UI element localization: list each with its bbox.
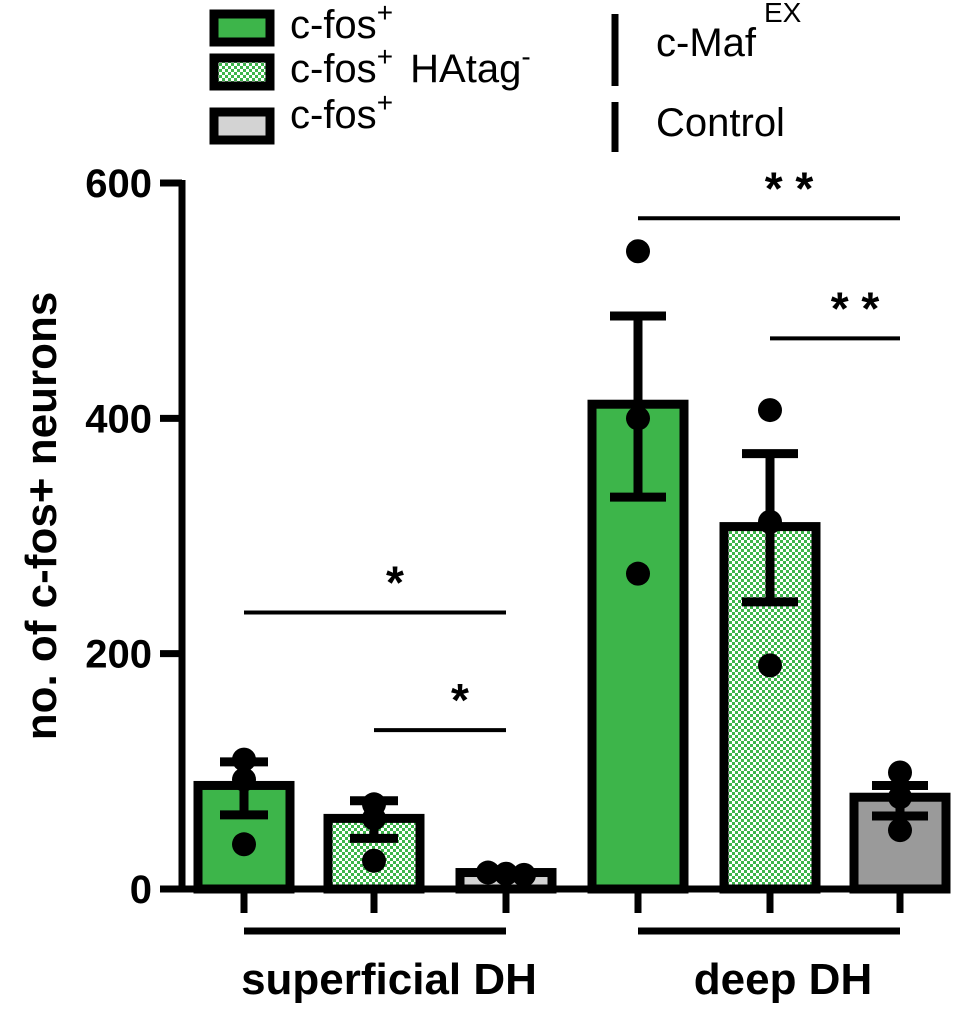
legend-entry: c-fos+ HAtag-	[209, 41, 531, 91]
legend-swatch	[209, 53, 275, 91]
data-point	[888, 785, 912, 810]
group-labels: superficial DH deep DH	[241, 927, 900, 1004]
significance-label: * *	[831, 282, 880, 334]
data-point	[626, 406, 650, 431]
y-tick-label: 200	[85, 633, 152, 677]
legend-group-label: Control	[656, 101, 785, 145]
y-tick-label: 0	[130, 868, 152, 912]
legend-label-sup: +	[377, 41, 393, 72]
legend-group-label: c-MafEX	[656, 0, 802, 65]
data-point	[476, 860, 500, 885]
data-point	[362, 848, 386, 873]
legend-swatch	[209, 107, 275, 145]
data-point	[758, 509, 782, 534]
legend-label: c-fos+	[290, 87, 393, 137]
legend-label-suffix-sup: -	[521, 41, 530, 72]
y-tick-label: 600	[85, 162, 152, 206]
significance-label: *	[451, 674, 469, 726]
group-label: deep DH	[694, 955, 872, 1004]
data-point	[232, 832, 256, 857]
bar-group	[719, 398, 821, 913]
data-point	[362, 806, 386, 831]
bar-group	[193, 747, 295, 913]
group-label: superficial DH	[241, 955, 537, 1004]
y-axis-label: no. of c-fos+ neurons	[17, 292, 66, 741]
y-tick-label: 400	[85, 397, 152, 441]
data-point	[888, 818, 912, 843]
bar-group	[587, 239, 689, 913]
bars	[193, 239, 951, 913]
legend-label-sup: +	[377, 87, 393, 118]
data-point	[888, 760, 912, 785]
legend-swatch	[209, 9, 275, 47]
data-point	[512, 862, 536, 887]
legend-label-text: c-fos	[290, 93, 377, 137]
legend-label-text: c-fos	[290, 3, 377, 47]
bar-group	[323, 792, 425, 913]
data-point	[758, 653, 782, 678]
significance-annotations: * * * * * *	[244, 162, 900, 733]
data-point	[232, 747, 256, 772]
legend-label: c-fos+ HAtag-	[290, 41, 531, 91]
bar-group	[849, 760, 951, 913]
legend-group-label-text: Control	[656, 101, 785, 145]
data-point	[626, 561, 650, 586]
y-axis: 0 200 400 600 no. of c-fos+ neurons	[17, 162, 950, 912]
legend-entry: c-fos+	[209, 0, 393, 47]
data-point	[232, 767, 256, 792]
data-point	[626, 239, 650, 264]
legend-group-label-text: c-Maf	[656, 21, 757, 65]
significance-label: * *	[765, 162, 814, 214]
legend-label: c-fos+	[290, 0, 393, 47]
data-point	[758, 398, 782, 423]
bar-group	[455, 860, 557, 913]
legend-label-text: c-fos	[290, 47, 377, 91]
data-point	[494, 861, 518, 886]
legend-label-suffix: HAtag	[399, 47, 521, 91]
significance-label: *	[386, 556, 404, 608]
legend-label-sup: +	[377, 0, 393, 28]
legend-entry: c-fos+	[209, 87, 393, 145]
legend-group-label-sup: EX	[764, 0, 802, 28]
